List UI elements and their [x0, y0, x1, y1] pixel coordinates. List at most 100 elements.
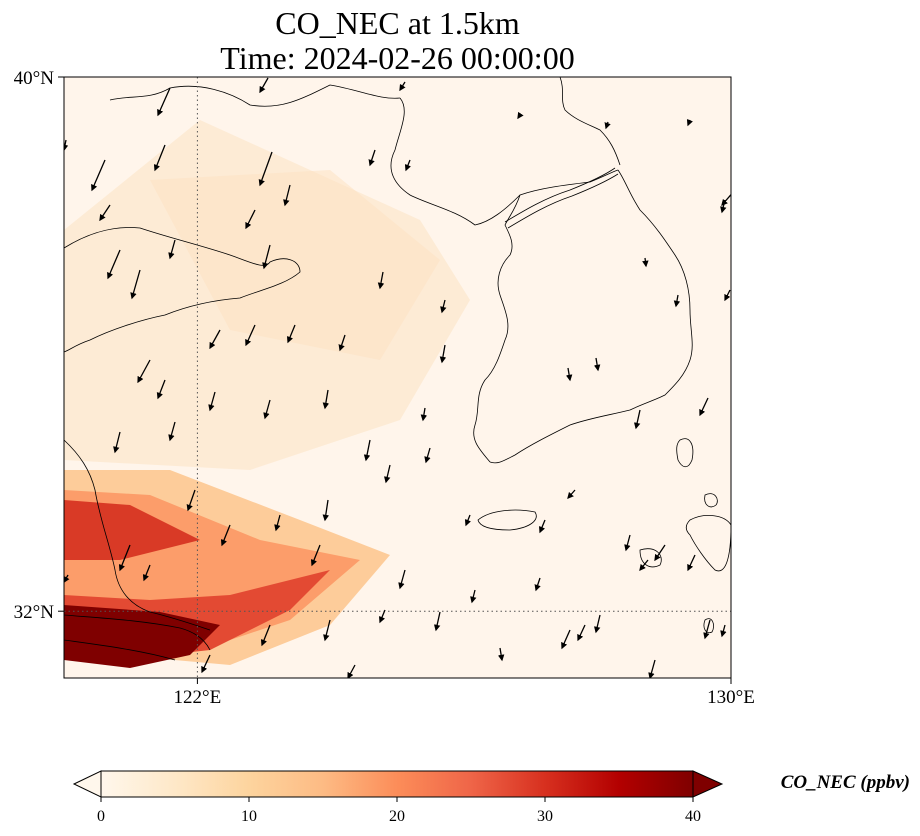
- coastlines: [64, 77, 731, 661]
- concentration-field: [64, 77, 731, 678]
- wind-arrow: [186, 489, 196, 512]
- colorbar-ticklabel-40: 40: [685, 808, 701, 825]
- wind-arrow: [368, 149, 376, 167]
- coast-korea-west: [473, 194, 521, 463]
- wind-arrow: [258, 151, 273, 187]
- wind-arrow: [99, 204, 111, 222]
- colorbar-gradient: [100, 770, 694, 798]
- wind-arrow: [156, 379, 166, 400]
- wind-arrow: [517, 111, 524, 120]
- wind-arrow: [338, 334, 346, 352]
- coast-island-2: [703, 618, 714, 634]
- coast-shandong: [64, 227, 301, 353]
- wind-arrow: [593, 357, 601, 372]
- wind-arrow: [534, 577, 541, 592]
- coast-yangtze: [64, 614, 211, 651]
- lat-label-40N: 40°N: [14, 68, 55, 89]
- map-title-variable: CO_NEC at 1.5km: [275, 5, 520, 41]
- wind-arrow: [399, 81, 406, 92]
- wind-arrow: [404, 159, 411, 172]
- wind-arrow: [420, 407, 428, 422]
- wind-arrow: [377, 271, 385, 290]
- wind-arrow: [259, 77, 269, 94]
- colorbar: 0 10 20 30 40 CO_NEC (ppbv): [72, 770, 910, 825]
- wind-arrow: [220, 524, 231, 547]
- wind-arrow: [642, 257, 649, 268]
- wind-arrow: [561, 629, 571, 650]
- wind-arrow: [384, 464, 391, 484]
- colorbar-ticklabel-30: 30: [537, 808, 553, 825]
- plume-light-core: [150, 170, 440, 360]
- coast-korea-north: [559, 77, 621, 166]
- border-yalu: [504, 167, 616, 223]
- lat-label-32N: 32°N: [14, 602, 55, 623]
- coast-liaodong: [390, 97, 619, 226]
- wind-arrow: [654, 544, 666, 562]
- colorbar-label: CO_NEC (ppbv): [781, 772, 910, 793]
- wind-arrow: [577, 624, 586, 642]
- wind-arrow: [153, 144, 166, 172]
- wind-arrow: [142, 564, 151, 582]
- wind-arrow: [286, 324, 296, 344]
- wind-arrow: [567, 489, 576, 499]
- wind-arrow: [130, 269, 141, 300]
- wind-arrow: [274, 514, 281, 532]
- wind-arrow: [648, 659, 656, 678]
- wind-arrow: [283, 184, 291, 207]
- wind-arrow: [113, 431, 121, 454]
- wind-arrow: [439, 344, 447, 364]
- coast-goto: [639, 548, 662, 568]
- coast-island-1: [704, 493, 718, 508]
- colorbar-ticklabel-20: 20: [389, 808, 405, 825]
- colorbar-extend-min: [72, 770, 102, 798]
- colorbar-ticklabel-10: 10: [241, 808, 257, 825]
- wind-arrow: [208, 391, 216, 412]
- wind-arrow: [594, 614, 601, 634]
- wind-arrow: [137, 359, 151, 384]
- wind-arrow: [539, 519, 546, 534]
- coast-korea-east-south: [489, 169, 693, 464]
- wind-arrow: [703, 619, 711, 640]
- wind-arrow: [209, 329, 221, 350]
- coast-bohai-north: [109, 84, 401, 107]
- wind-arrow: [168, 421, 176, 442]
- wind-arrow: [245, 324, 256, 347]
- colorbar-extend-max: [692, 770, 724, 798]
- wind-arrow: [424, 447, 431, 464]
- coast-yangtze-south: [64, 639, 176, 661]
- wind-arrow: [363, 439, 371, 462]
- wind-arrow: [107, 249, 121, 280]
- colorbar-ticklabel-0: 0: [97, 808, 105, 825]
- wind-arrow: [64, 574, 70, 584]
- wind-arrow: [118, 544, 131, 572]
- map-frame: [63, 76, 732, 679]
- coast-jeju: [477, 509, 537, 531]
- wind-arrow: [322, 389, 330, 410]
- wind-vectors: [64, 77, 731, 678]
- map-title-time: Time: 2024-02-26 00:00:00: [220, 40, 575, 76]
- wind-arrow: [624, 534, 631, 552]
- wind-arrow: [440, 299, 447, 314]
- wind-arrow: [91, 159, 106, 192]
- wind-arrow: [724, 289, 731, 302]
- wind-arrow: [398, 569, 406, 590]
- coast-tsushima: [676, 438, 694, 468]
- wind-arrow: [323, 619, 331, 642]
- wind-arrow: [322, 499, 329, 522]
- wind-arrow: [464, 514, 471, 527]
- wind-arrow: [639, 559, 649, 572]
- wind-arrow: [260, 624, 271, 647]
- wind-arrow: [201, 654, 211, 674]
- wind-arrow: [497, 647, 505, 662]
- coast-jiangsu: [64, 439, 211, 631]
- lon-label-130E: 130°E: [707, 687, 755, 708]
- wind-arrow: [347, 664, 356, 678]
- wind-arrow: [673, 294, 681, 308]
- wind-arrow: [720, 624, 727, 638]
- wind-arrow: [379, 609, 386, 624]
- wind-arrow: [433, 611, 441, 632]
- wind-arrow: [310, 544, 321, 567]
- wind-arrow: [168, 239, 176, 260]
- wind-arrow: [686, 118, 693, 127]
